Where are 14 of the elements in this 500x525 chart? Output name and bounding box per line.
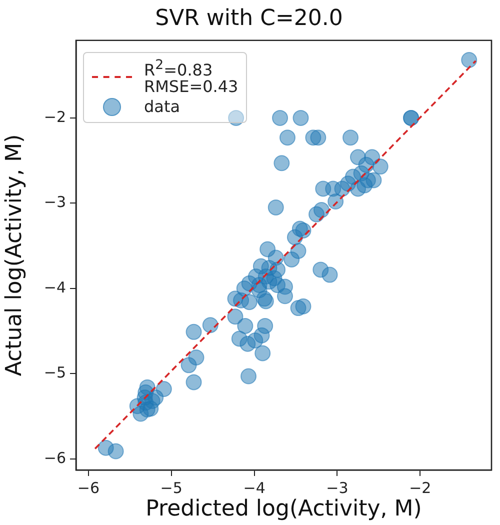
x-tick-label: −5: [160, 478, 182, 497]
y-tick-label: −2: [44, 108, 66, 126]
y-tick-label: −5: [44, 364, 66, 382]
x-axis-title: Predicted log(Activity, M): [146, 496, 422, 522]
chart-title: SVR with C=20.0: [155, 6, 343, 31]
x-tick-label: −4: [243, 478, 266, 497]
y-tick-label: −6: [44, 448, 66, 467]
x-tick-label: −3: [326, 478, 348, 497]
y-tick-label: −3: [44, 193, 66, 212]
y-tick-label: −4: [44, 278, 66, 296]
y-axis-title: Actual log(Activity, M): [2, 134, 27, 376]
x-tick-label: −6: [77, 478, 100, 497]
x-tick-label: −2: [409, 478, 432, 497]
legend-label: data: [144, 96, 180, 116]
